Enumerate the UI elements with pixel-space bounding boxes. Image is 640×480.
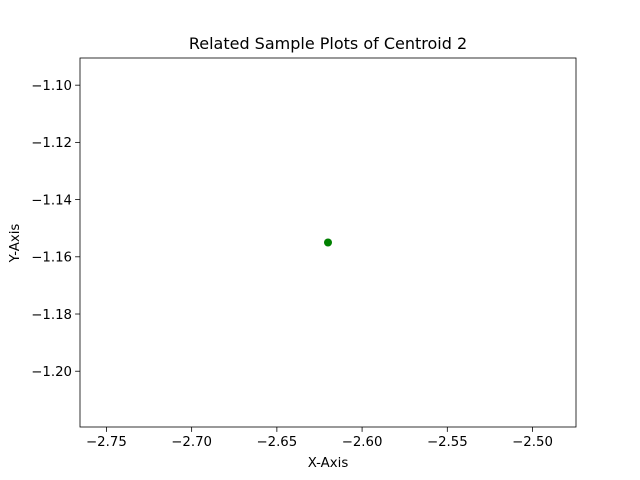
y-axis-label: Y-Axis — [8, 224, 23, 264]
data-point — [324, 238, 332, 247]
y-tick-label: −1.14 — [31, 193, 72, 208]
y-tick-label: −1.12 — [31, 136, 72, 151]
axes-frame — [79, 57, 577, 428]
plot-area: −2.75 −2.70 −2.65 −2.60 −2.55 −2.50 −1.10 −1.12… — [31, 57, 577, 450]
x-tick-label: −2.65 — [256, 435, 297, 450]
y-tick-label: −1.18 — [31, 308, 72, 323]
x-tick-label: −2.75 — [86, 435, 127, 450]
x-axis-label: X-Axis — [308, 456, 349, 471]
y-tick-label: −1.16 — [31, 251, 72, 266]
x-tick-label: −2.60 — [342, 435, 383, 450]
x-tick-label: −2.50 — [512, 435, 553, 450]
x-tick-label: −2.70 — [171, 435, 212, 450]
chart-title: Related Sample Plots of Centroid 2 — [189, 34, 467, 53]
y-tick-label: −1.10 — [31, 79, 72, 94]
y-tick-label: −1.20 — [31, 365, 72, 380]
x-tick-label: −2.55 — [427, 435, 468, 450]
